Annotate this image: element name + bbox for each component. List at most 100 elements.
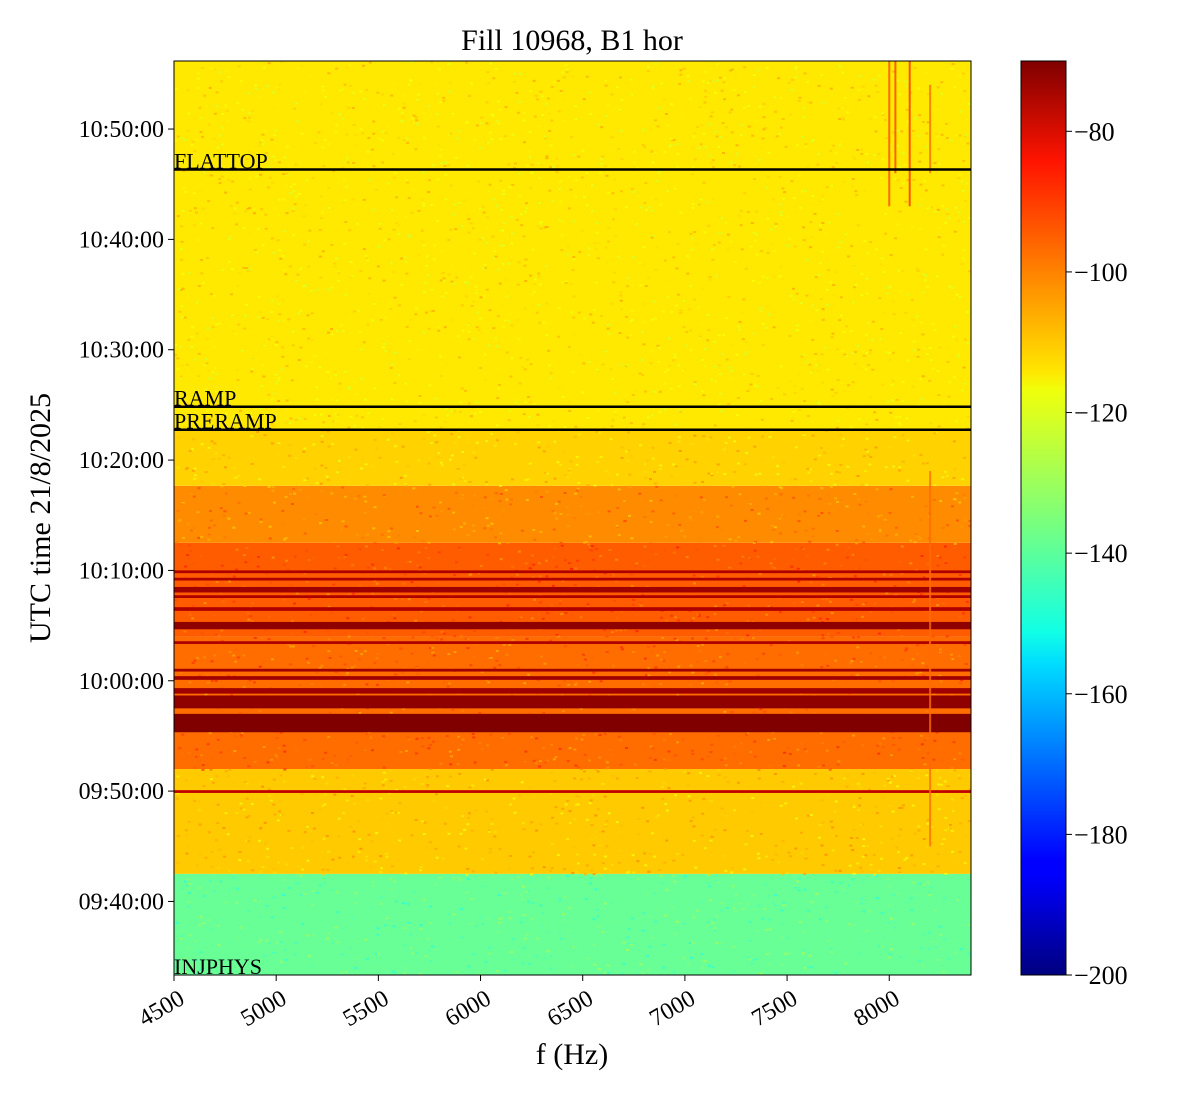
heatmap-speckle	[208, 879, 212, 882]
heatmap-speckle	[861, 431, 865, 434]
heatmap-speckle	[388, 769, 392, 772]
heatmap-speckle	[769, 644, 773, 647]
heatmap-speckle	[799, 206, 803, 209]
heatmap-speckle	[345, 66, 349, 69]
heatmap-speckle	[541, 912, 545, 915]
heatmap-speckle	[673, 637, 677, 640]
heatmap-speckle	[722, 81, 726, 84]
heatmap-speckle	[886, 292, 890, 295]
heatmap-speckle	[603, 959, 606, 962]
heatmap-speckle	[604, 246, 608, 249]
heatmap-speckle	[808, 540, 812, 543]
heatmap-speckle	[623, 500, 626, 503]
heatmap-speckle	[727, 211, 731, 214]
heatmap-speckle	[538, 575, 542, 578]
heatmap-speckle	[698, 536, 702, 539]
heatmap-speckle	[882, 573, 886, 576]
heatmap-speckle	[188, 449, 192, 452]
heatmap-speckle	[644, 182, 648, 185]
heatmap-speckle	[522, 941, 526, 944]
heatmap-speckle	[730, 711, 734, 714]
heatmap-speckle	[385, 733, 389, 735]
heatmap-speckle	[410, 834, 414, 837]
heatmap-speckle	[770, 565, 774, 568]
heatmap-speckle	[641, 463, 645, 466]
heatmap-speckle	[695, 548, 699, 551]
heatmap-speckle	[207, 314, 211, 317]
heatmap-speckle	[198, 887, 202, 889]
heatmap-speckle	[371, 592, 375, 595]
heatmap-speckle	[573, 435, 577, 438]
heatmap-speckle	[200, 218, 204, 221]
heatmap-speckle	[282, 906, 286, 909]
heatmap-speckle	[373, 567, 377, 570]
heatmap-speckle	[652, 685, 656, 688]
heatmap-speckle	[301, 846, 305, 849]
heatmap-speckle	[552, 556, 556, 559]
heatmap-speckle	[510, 967, 514, 970]
heatmap-speckle	[597, 242, 601, 245]
heatmap-speckle	[636, 860, 640, 863]
heatmap-speckle	[384, 567, 387, 570]
heatmap-speckle	[581, 871, 585, 874]
heatmap-speckle	[211, 781, 215, 784]
heatmap-speckle	[639, 963, 643, 966]
heatmap-speckle	[842, 741, 846, 744]
heatmap-speckle	[776, 465, 780, 468]
heatmap-speckle	[782, 902, 786, 905]
heatmap-speckle	[608, 549, 612, 551]
heatmap-speckle	[924, 279, 928, 282]
heatmap-speckle	[318, 255, 322, 258]
heatmap-speckle	[953, 86, 957, 89]
heatmap-speckle	[752, 85, 756, 88]
heatmap-speckle	[917, 403, 921, 406]
heatmap-speckle	[892, 300, 895, 303]
heatmap-speckle	[457, 735, 461, 738]
heatmap-speckle	[264, 152, 268, 154]
heatmap-speckle	[217, 634, 221, 637]
heatmap-speckle	[825, 653, 829, 656]
heatmap-speckle	[405, 137, 408, 140]
heatmap-speckle	[607, 332, 611, 335]
heatmap-speckle	[398, 802, 402, 805]
heatmap-speckle	[879, 960, 883, 963]
heatmap-speckle	[235, 812, 239, 814]
heatmap-speckle	[271, 556, 275, 559]
heatmap-speckle	[451, 619, 455, 622]
heatmap-speckle	[243, 484, 247, 487]
heatmap-speckle	[324, 751, 328, 754]
heatmap-speckle	[226, 120, 230, 122]
heatmap-speckle	[927, 891, 931, 894]
heatmap-speckle	[303, 243, 307, 246]
heatmap-speckle	[310, 682, 314, 685]
heatmap-speckle	[788, 335, 792, 337]
heatmap-speckle	[447, 239, 451, 241]
heatmap-speckle	[264, 304, 268, 307]
heatmap-speckle	[176, 792, 180, 795]
heatmap-speckle	[422, 204, 426, 207]
heatmap-speckle	[902, 152, 905, 155]
heatmap-speckle	[764, 127, 768, 130]
heatmap-speckle	[594, 248, 598, 251]
heatmap-speckle	[221, 394, 225, 397]
heatmap-speckle	[501, 262, 505, 265]
heatmap-speckle	[404, 216, 408, 219]
heatmap-speckle	[777, 764, 781, 767]
heatmap-speckle	[251, 887, 255, 890]
heatmap-speckle	[457, 845, 461, 848]
heatmap-speckle	[471, 408, 475, 411]
heatmap-speckle	[953, 230, 957, 233]
heatmap-speckle	[306, 934, 309, 937]
heatmap-speckle	[293, 492, 297, 495]
heatmap-speckle	[865, 403, 869, 406]
heatmap-speckle	[306, 477, 309, 480]
heatmap-speckle	[475, 441, 479, 444]
heatmap-speckle	[412, 114, 416, 117]
heatmap-speckle	[712, 660, 716, 663]
heatmap-speckle	[589, 882, 593, 885]
heatmap-speckle	[267, 638, 271, 641]
heatmap-speckle	[952, 810, 956, 813]
heatmap-speckle	[797, 764, 801, 767]
heatmap-speckle	[181, 272, 185, 275]
heatmap-speckle	[656, 654, 660, 657]
